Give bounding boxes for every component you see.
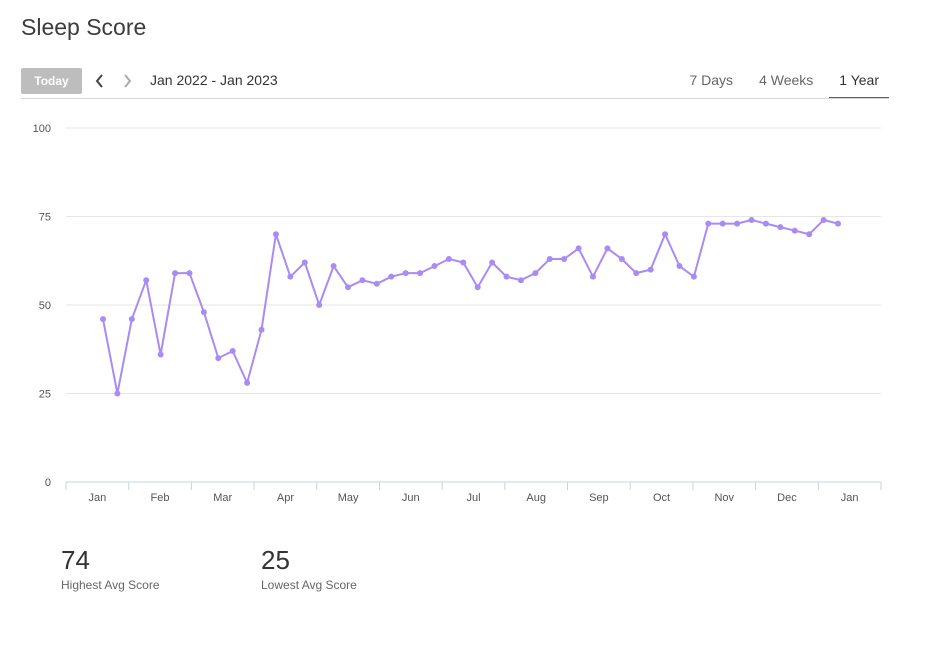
y-tick-label: 50 — [39, 300, 51, 312]
tab-7-days[interactable]: 7 Days — [689, 72, 734, 88]
data-point — [517, 277, 524, 284]
data-point — [762, 220, 769, 227]
x-tick-label: Jul — [466, 492, 480, 504]
y-tick-label: 25 — [39, 389, 51, 401]
x-tick-label: Feb — [151, 492, 170, 504]
lowest-avg-value: 25 — [261, 545, 290, 575]
data-point — [445, 255, 452, 262]
data-point — [791, 227, 798, 234]
date-range-label: Jan 2022 - Jan 2023 — [150, 72, 278, 88]
highest-avg-stat: 74 Highest Avg Score — [61, 545, 160, 592]
chevron-left-icon — [95, 74, 103, 88]
data-point — [777, 224, 784, 231]
data-point — [128, 316, 135, 323]
data-point — [301, 259, 308, 266]
data-point — [561, 255, 568, 262]
data-point — [662, 231, 669, 238]
x-tick-label: Oct — [653, 492, 670, 504]
data-point — [489, 259, 496, 266]
data-point — [388, 273, 395, 280]
data-point — [359, 277, 366, 284]
data-point — [676, 263, 683, 270]
data-point — [373, 280, 380, 287]
data-point — [402, 270, 409, 277]
page-title: Sleep Score — [21, 14, 147, 40]
data-point — [835, 220, 841, 227]
data-point — [258, 326, 265, 333]
x-tick-label: Mar — [213, 492, 232, 504]
data-point — [820, 217, 827, 224]
data-point — [647, 266, 654, 273]
data-point — [287, 273, 294, 280]
data-point — [417, 270, 424, 277]
header-divider — [21, 98, 889, 99]
tab-1-year[interactable]: 1 Year — [829, 63, 889, 99]
x-tick-label: Jan — [88, 492, 106, 504]
data-point — [215, 355, 222, 362]
data-point — [316, 302, 323, 308]
x-tick-label: Dec — [777, 492, 797, 504]
data-point — [546, 255, 553, 262]
y-tick-label: 0 — [45, 477, 51, 489]
data-point — [705, 220, 712, 227]
x-tick-label: Jun — [402, 492, 420, 504]
tab-4-weeks[interactable]: 4 Weeks — [759, 72, 814, 88]
x-tick-label: Aug — [526, 492, 546, 504]
highest-avg-value: 74 — [61, 545, 90, 575]
data-point — [532, 270, 539, 277]
data-point — [345, 284, 351, 291]
next-period-button[interactable] — [119, 70, 135, 92]
data-point — [143, 277, 150, 284]
series-line — [102, 219, 839, 395]
sleep-score-chart: 0 25 50 75 100 Jan Feb Mar Apr May Jun Jul Aug Sep Oct… — [33, 123, 882, 504]
data-point — [272, 231, 279, 238]
data-point — [431, 263, 438, 270]
data-point — [474, 284, 481, 291]
data-point — [186, 270, 193, 277]
data-point — [734, 220, 741, 227]
data-point — [719, 220, 726, 227]
x-tick-label: Sep — [589, 492, 609, 504]
data-point — [172, 270, 179, 277]
data-point — [229, 348, 236, 355]
data-point — [748, 217, 755, 224]
highest-avg-label: Highest Avg Score — [61, 578, 160, 592]
period-tabs: 7 Days 4 Weeks 1 Year — [673, 63, 889, 99]
x-tick-label: May — [338, 492, 359, 504]
x-tick-label: Nov — [714, 492, 734, 504]
today-button[interactable]: Today — [21, 68, 82, 94]
data-point — [460, 259, 467, 266]
data-point — [114, 390, 121, 397]
data-point — [157, 351, 164, 358]
data-point — [503, 273, 510, 280]
data-point — [100, 316, 106, 323]
data-point — [330, 263, 337, 270]
previous-period-button[interactable] — [92, 70, 108, 92]
data-point — [690, 273, 697, 280]
x-tick-label: Apr — [277, 492, 294, 504]
data-point — [633, 270, 640, 277]
chevron-right-icon — [124, 74, 132, 88]
data-point — [604, 245, 611, 252]
data-point — [806, 231, 813, 238]
lowest-avg-label: Lowest Avg Score — [261, 578, 357, 592]
x-tick-label: Jan — [841, 492, 859, 504]
lowest-avg-stat: 25 Lowest Avg Score — [261, 545, 357, 592]
data-point — [590, 273, 596, 280]
y-tick-label: 100 — [33, 123, 51, 135]
data-point — [244, 379, 251, 386]
data-point — [200, 309, 207, 316]
data-point — [575, 245, 582, 252]
y-tick-label: 75 — [39, 212, 51, 224]
data-point — [618, 255, 625, 262]
